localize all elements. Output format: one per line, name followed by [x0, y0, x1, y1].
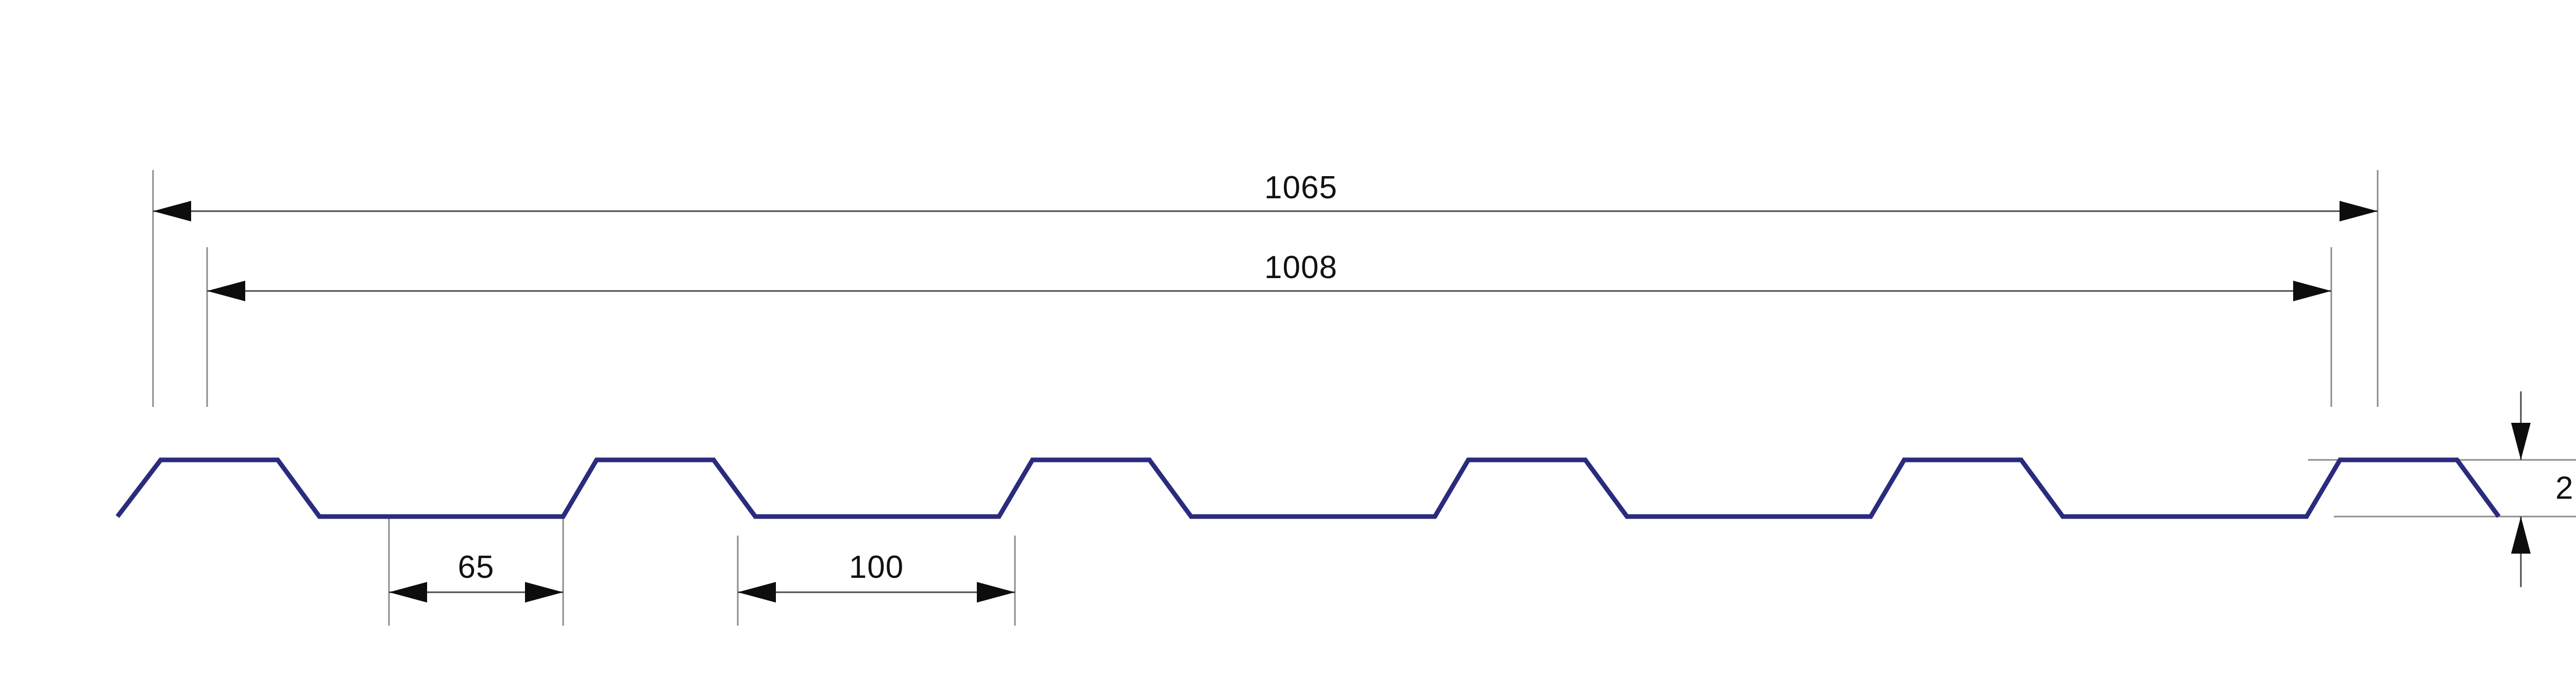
dimension-label-profile-height: 21 мм [2555, 470, 2576, 506]
dimension-valley-width: 65 [389, 549, 563, 603]
arrow-left-icon [153, 201, 191, 221]
arrow-right-icon [2340, 201, 2378, 221]
arrow-down-icon [2511, 423, 2531, 460]
dimension-label-useful-width: 1008 [1264, 250, 1337, 285]
arrow-right-icon [525, 582, 563, 603]
arrow-up-icon [2511, 517, 2531, 554]
dimension-label-overall-width: 1065 [1264, 170, 1337, 205]
dimension-label-rib-pitch: 100 [849, 549, 904, 585]
arrow-right-icon [977, 582, 1015, 603]
dimension-label-valley-width: 65 [458, 549, 495, 585]
sheet-profile-group [115, 457, 2501, 519]
dimension-overall-width: 1065 [153, 170, 2378, 221]
arrow-left-icon [389, 582, 427, 603]
corrugated-profile-outline [115, 457, 2501, 519]
dimension-profile-height: 21 мм [2511, 391, 2576, 587]
extension-lines-group [152, 170, 2576, 626]
arrow-left-icon [207, 281, 245, 301]
dimension-useful-width: 1008 [207, 250, 2331, 301]
arrow-left-icon [738, 582, 776, 603]
dimension-rib-pitch: 100 [738, 549, 1015, 603]
arrow-right-icon [2293, 281, 2331, 301]
